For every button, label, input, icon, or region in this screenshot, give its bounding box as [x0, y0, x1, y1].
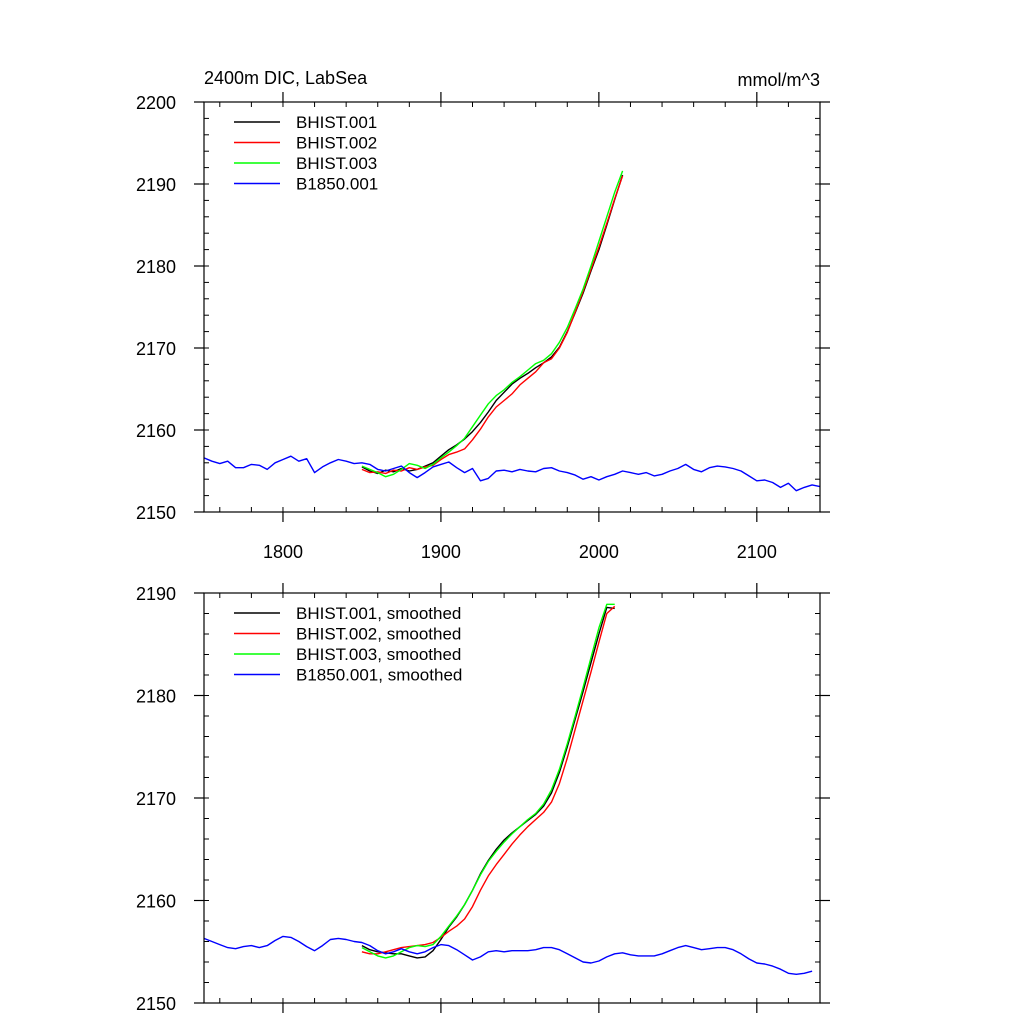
y-tick-label: 2180: [136, 257, 176, 277]
legend-label: B1850.001: [296, 175, 378, 194]
legend-label: BHIST.001: [296, 113, 377, 132]
x-tick-label: 1800: [263, 542, 303, 562]
legend-label: BHIST.001, smoothed: [296, 604, 461, 623]
series-line-b1850-001-smoothed: [204, 935, 813, 975]
y-tick-label: 2200: [136, 93, 176, 113]
y-tick-label: 2150: [136, 994, 176, 1014]
y-tick-label: 2170: [136, 339, 176, 359]
x-tick-label: 1900: [421, 542, 461, 562]
series-line-b1850-001: [204, 455, 820, 492]
legend-label: BHIST.002, smoothed: [296, 625, 461, 644]
plot-frame: [203, 101, 821, 513]
series-layer: [204, 170, 820, 492]
top-panel: 2400m DIC, LabSea mmol/m^3 1800 1900 2000 2…: [136, 68, 830, 562]
y-tick-label: 2160: [136, 421, 176, 441]
bottom-panel: 2150 2160 2170 2180 2190 BHIST.001, smoothed…: [136, 583, 830, 1014]
legend-label: BHIST.003, smoothed: [296, 645, 461, 664]
y-tick-label: 2150: [136, 503, 176, 523]
y-tick-label: 2190: [136, 175, 176, 195]
series-line-bhist-001: [361, 174, 624, 475]
legend-label: BHIST.003: [296, 154, 377, 173]
y-tick-label: 2160: [136, 892, 176, 912]
y-tick-label: 2170: [136, 789, 176, 809]
series-layer: [204, 603, 813, 975]
x-tick-label: 2000: [579, 542, 619, 562]
plot-frame: [203, 592, 821, 1004]
chart-title: 2400m DIC, LabSea: [204, 68, 368, 88]
series-line-bhist-003: [361, 170, 624, 478]
series-line-bhist-002-smoothed: [361, 605, 616, 955]
series-line-bhist-002: [361, 175, 624, 475]
units-label: mmol/m^3: [738, 70, 820, 90]
x-tick-label: 2100: [737, 542, 777, 562]
tick-layer: 1800 1900 2000 2100 2150 2160 2170 2180 2190 2200: [136, 92, 830, 562]
y-tick-label: 2190: [136, 584, 176, 604]
legend: BHIST.001, smoothed BHIST.002, smoothedBH…: [234, 604, 462, 685]
tick-layer: 2150 2160 2170 2180 2190: [136, 583, 830, 1014]
y-tick-label: 2180: [136, 687, 176, 707]
legend-label: B1850.001, smoothed: [296, 666, 462, 685]
legend-label: BHIST.002: [296, 134, 377, 153]
